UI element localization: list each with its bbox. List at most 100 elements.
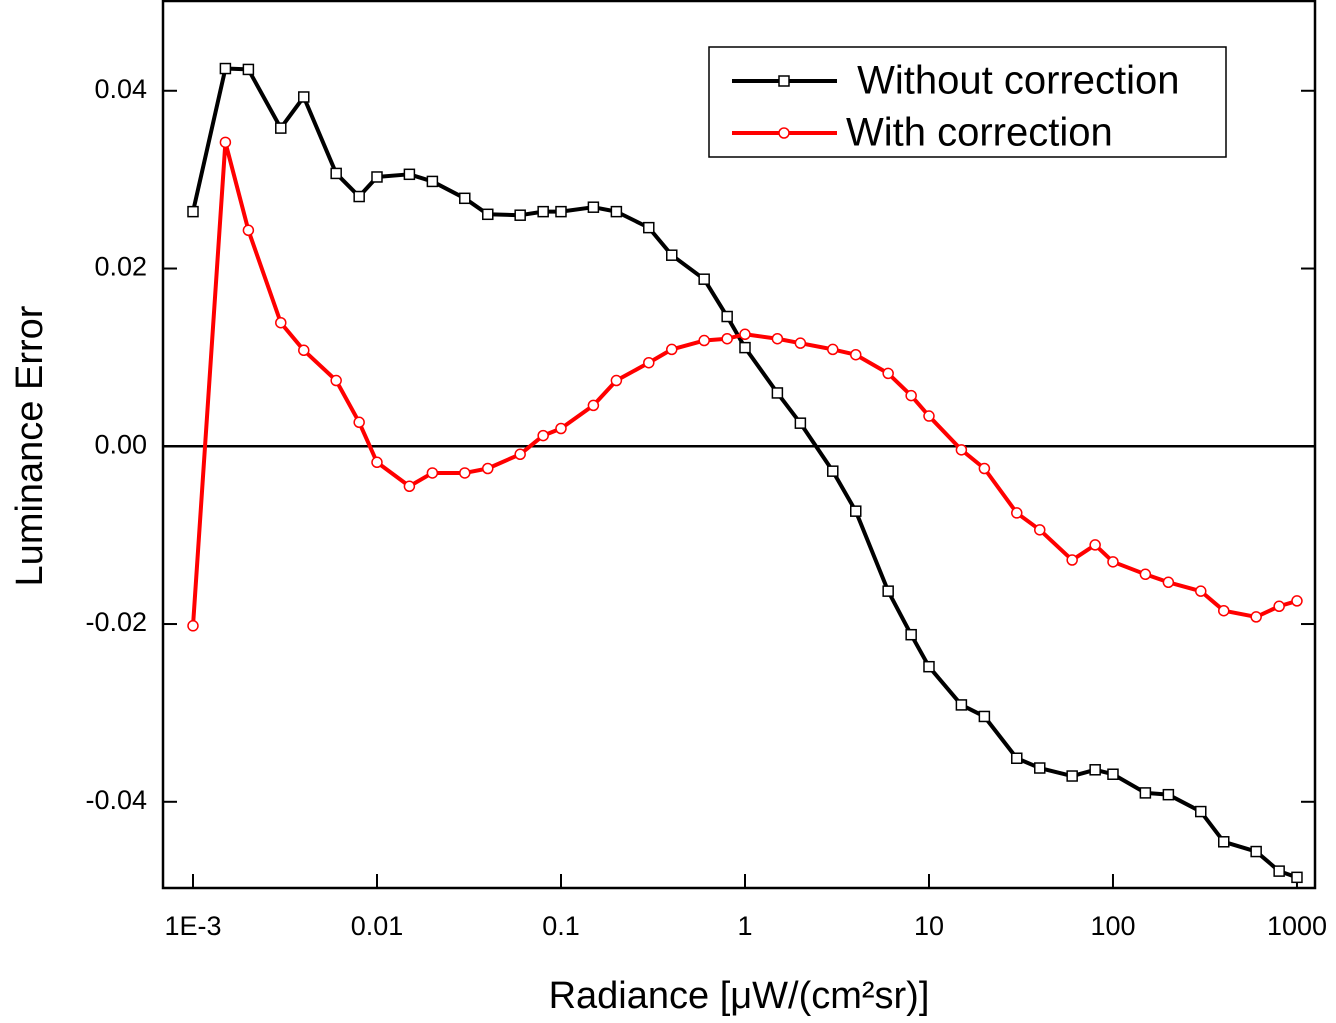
data-point: [850, 505, 862, 517]
data-point: [721, 332, 733, 345]
data-point: [353, 190, 365, 203]
legend-label: With correction: [846, 111, 1113, 155]
data-point: [827, 465, 839, 477]
data-point: [739, 341, 751, 354]
data-point: [1250, 845, 1262, 858]
data-point: [482, 208, 494, 221]
y-tick-label: 0.02: [94, 252, 147, 282]
data-point: [459, 192, 471, 205]
data-point: [1011, 752, 1023, 764]
data-line: [191, 66, 1298, 880]
plot-frame: [161, 0, 1317, 890]
data-point: [1291, 595, 1303, 607]
x-tick-label: 0.1: [542, 911, 580, 941]
data-point: [666, 249, 678, 261]
data-point: [537, 429, 549, 442]
data-point: [330, 374, 342, 387]
data-point: [555, 205, 567, 218]
data-point: [1011, 507, 1023, 519]
data-point: [1139, 568, 1152, 581]
data-point: [403, 168, 416, 181]
data-point: [827, 343, 839, 356]
data-point: [739, 328, 751, 341]
x-tick-label: 1: [737, 911, 752, 941]
x-tick-label: 1000: [1267, 911, 1327, 941]
data-point: [1066, 770, 1078, 782]
y-tick-label: -0.02: [85, 607, 147, 637]
x-tick-label: 10: [914, 911, 944, 941]
data-point: [219, 136, 232, 149]
data-point: [1162, 576, 1175, 589]
data-point: [978, 710, 991, 723]
data-point: [978, 462, 991, 475]
data-point: [643, 221, 655, 234]
data-point: [771, 387, 784, 399]
data-point: [698, 273, 710, 285]
legend-box: [708, 46, 1227, 158]
x-axis-title: Radiance [μW/(cm²sr)]: [549, 975, 930, 1017]
data-point: [610, 374, 623, 387]
y-axis-title: Luminance Error: [9, 305, 51, 586]
data-point: [1139, 787, 1152, 799]
data-point: [242, 63, 255, 76]
data-point: [1107, 768, 1119, 780]
data-point: [643, 356, 655, 369]
data-point: [275, 122, 287, 134]
data-point: [587, 201, 600, 213]
data-point: [1162, 788, 1175, 801]
data-point: [275, 316, 287, 329]
y-tick-label: 0.00: [94, 429, 147, 459]
data-point: [403, 480, 416, 493]
data-point: [1291, 871, 1303, 884]
data-point: [187, 620, 199, 632]
data-point: [330, 167, 342, 180]
data-point: [1195, 805, 1207, 818]
legend-label: Without correction: [846, 59, 1179, 103]
data-point: [187, 205, 199, 218]
data-point: [955, 444, 968, 456]
data-point: [1273, 865, 1285, 877]
data-point: [426, 467, 439, 479]
data-point: [794, 417, 807, 429]
data-point: [882, 367, 894, 380]
x-tick-label: 1E-3: [164, 911, 221, 941]
data-point: [1218, 836, 1230, 848]
data-point: [1034, 524, 1046, 536]
data-point: [242, 224, 255, 237]
data-point: [850, 348, 862, 361]
data-point: [1218, 604, 1230, 617]
legend-marker: [778, 127, 790, 139]
data-point: [1195, 585, 1207, 597]
data-point: [698, 334, 710, 347]
data-point: [721, 310, 733, 323]
data-point: [371, 171, 383, 183]
data-point: [353, 416, 365, 429]
data-point: [1066, 554, 1078, 566]
data-point: [1089, 764, 1101, 776]
data-point: [794, 337, 807, 349]
data-point: [219, 62, 232, 75]
data-point: [882, 585, 894, 597]
data-point: [482, 462, 494, 475]
data-point: [666, 343, 678, 356]
data-point: [923, 660, 935, 673]
data-point: [955, 699, 968, 711]
data-point: [1089, 539, 1101, 551]
data-point: [1250, 611, 1262, 623]
x-tick-label: 0.01: [351, 911, 404, 941]
data-point: [537, 205, 549, 218]
data-point: [905, 389, 917, 402]
data-point: [1107, 556, 1119, 568]
data-point: [771, 332, 784, 345]
data-point: [905, 628, 917, 641]
data-line: [191, 140, 1298, 626]
data-point: [1034, 762, 1046, 774]
y-tick-label: -0.04: [85, 785, 147, 815]
x-tick-label: 100: [1090, 911, 1135, 941]
data-point: [514, 448, 526, 461]
data-point: [555, 422, 567, 435]
data-point: [610, 205, 623, 218]
data-point: [923, 410, 935, 422]
legend-marker: [778, 75, 790, 87]
